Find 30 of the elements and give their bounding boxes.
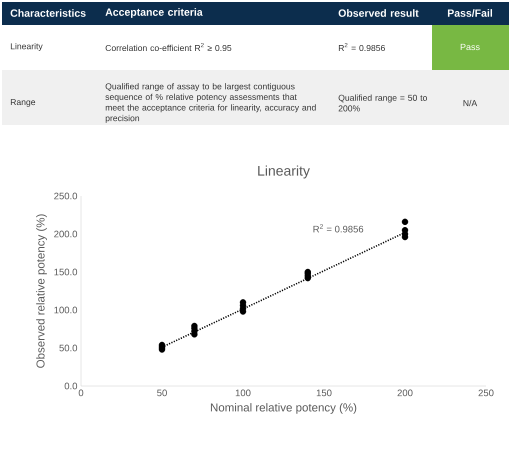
y-tick-label: 100.0 [54, 306, 78, 314]
x-tick-label: 0 [78, 390, 84, 396]
text: Acceptance criteria [105, 8, 203, 18]
text: Qualified range of assay to be largest contiguous sequence of % relative potency assessments that meet the acceptance criteria for linearity, accuracy and precision [105, 83, 316, 123]
x-axis-title: Nominal relative potency (%) [210, 403, 356, 414]
point [402, 227, 408, 234]
x-tick-label: 100 [236, 390, 251, 396]
text: Range [10, 99, 36, 107]
text: Linearity [10, 42, 43, 51]
x-tick-label: 50 [157, 390, 167, 396]
x-tick-label: 250 [478, 390, 494, 396]
text: Observed result [338, 9, 419, 17]
text: Qualified range = 50 to 200% [338, 94, 427, 112]
y-tick-label: 150.0 [54, 268, 78, 276]
y-axis-title: Observed relative potency (%) [36, 214, 47, 368]
text: Correlation co-efficient R$^{2}$ ≥ 0.95 [106, 42, 232, 52]
x-tick-label: 150 [316, 390, 332, 396]
annotation: R$^{2}$ = 0.9856 [313, 224, 364, 232]
x-tick-label: 200 [398, 390, 413, 396]
y-tick-label: 250.0 [54, 192, 78, 200]
y-tick-label: 0.0 [64, 382, 78, 390]
text: Characteristics [10, 9, 86, 17]
text: R$^{2}$ = 0.9856 [338, 42, 385, 52]
text: Pass/Fail [448, 9, 492, 17]
chart-title: Linearity [258, 165, 310, 178]
text: Pass [460, 44, 480, 50]
text: N/A [464, 100, 478, 106]
y-tick-label: 200.0 [54, 230, 78, 238]
y-tick-label: 50.0 [59, 344, 78, 352]
point [402, 218, 408, 226]
